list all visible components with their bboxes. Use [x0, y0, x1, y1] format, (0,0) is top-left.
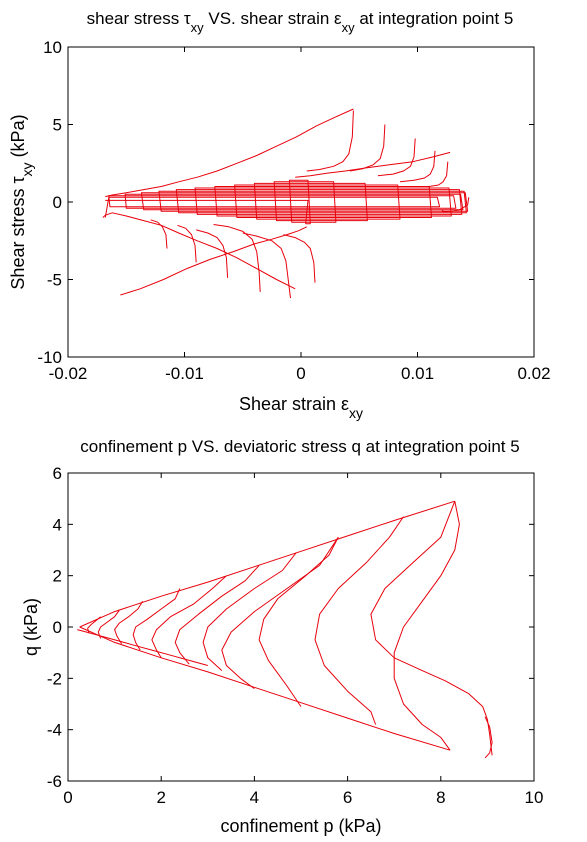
chart2-y-tick-label: -2: [47, 669, 62, 688]
chart-shear-stress-vs-strain: shear stress τxy VS. shear strain εxy at…: [8, 9, 551, 421]
chart2-series-line-1: [79, 626, 451, 751]
chart2-series-line-12: [114, 601, 144, 644]
chart2-series-line-10: [151, 575, 227, 659]
chart1-series-line-6: [306, 110, 354, 172]
chart1-y-tick-label: -5: [47, 271, 62, 290]
chart1-series-line-5: [242, 232, 291, 299]
chart2-plot-area: [67, 472, 535, 782]
chart1-x-tick-label: -0.01: [165, 364, 204, 383]
chart1-x-axis-label: Shear strain εxy: [239, 394, 363, 421]
chart2-y-axis-label: q (kPa): [21, 598, 41, 656]
chart1-series-line-12: [196, 229, 229, 278]
chart1-x-tick-label: 0.01: [401, 364, 434, 383]
chart2-y-tick-label: 6: [53, 464, 62, 483]
chart2-series-line-7: [221, 536, 339, 690]
chart2-series-line-6: [258, 536, 339, 707]
chart2-series-line-13: [97, 610, 120, 639]
chart1-series-line-14: [150, 219, 168, 249]
chart2-axes: 0 2 4 6 8 10 -6 -4 -2 0 2 4 6: [47, 464, 544, 807]
chart2-series-line-5: [314, 516, 404, 725]
chart1-plot-area: [67, 46, 535, 358]
chart1-series-line-16: [295, 151, 451, 178]
chart1-x-tick-label: 0: [296, 364, 305, 383]
chart2-series-line-9: [174, 565, 260, 665]
chart2-series-line-14: [87, 616, 101, 634]
chart1-y-axis-label: Shear stress τxy (kPa): [8, 114, 35, 289]
chart2-series-line-4: [484, 716, 493, 759]
chart2-title: confinement p VS. deviatoric stress q at…: [80, 437, 519, 456]
chart1-title: shear stress τxy VS. shear strain εxy at…: [87, 9, 514, 35]
chart1-series-line-11: [283, 234, 316, 283]
chart2-x-tick-label: 6: [343, 788, 352, 807]
chart2-y-tick-label: -4: [47, 721, 62, 740]
chart1-series-line-8: [377, 138, 416, 177]
chart2-x-tick-label: 4: [250, 788, 259, 807]
chart1-series-group: [102, 108, 470, 299]
chart2-x-tick-label: 10: [525, 788, 544, 807]
chart2-series-line-8: [202, 552, 297, 671]
chart1-y-tick-label: 10: [43, 38, 62, 57]
chart1-series-line-10: [429, 161, 449, 187]
chart1-y-tick-label: 5: [53, 116, 62, 135]
chart2-series-group: [77, 500, 493, 759]
chart2-y-tick-label: 0: [53, 618, 62, 637]
chart2-series-line-2: [393, 501, 460, 751]
chart2-x-tick-label: 2: [156, 788, 165, 807]
chart1-series-line-2: [102, 212, 296, 290]
chart2-series-line-15: [77, 629, 208, 666]
chart2-y-tick-label: -6: [47, 772, 62, 791]
chart1-series-line-15: [120, 226, 308, 296]
chart2-x-axis-label: confinement p (kPa): [220, 816, 381, 836]
chart1-series-line-1: [441, 197, 470, 213]
chart1-axes: -0.02 -0.01 0 0.01 0.02 -10 -5 0 5 10: [37, 38, 550, 383]
chart2-y-tick-label: 4: [53, 515, 62, 534]
chart1-series-line-0: [104, 179, 469, 225]
chart1-x-tick-label: 0.02: [517, 364, 550, 383]
chart2-series-line-0: [79, 500, 455, 628]
chart1-series-line-4: [213, 224, 261, 292]
chart1-series-line-9: [399, 150, 436, 183]
chart-confinement-vs-deviatoric: confinement p VS. deviatoric stress q at…: [21, 437, 543, 836]
chart1-y-tick-label: -10: [37, 348, 62, 367]
chart1-y-tick-label: 0: [53, 193, 62, 212]
chart2-x-tick-label: 8: [436, 788, 445, 807]
chart2-series-line-3: [370, 501, 493, 756]
chart1-series-line-13: [177, 224, 197, 263]
chart1-series-line-3: [105, 108, 354, 198]
chart2-x-tick-label: 0: [63, 788, 72, 807]
chart1-x-tick-label: -0.02: [49, 364, 88, 383]
chart2-series-line-11: [132, 588, 181, 651]
chart2-y-tick-label: 2: [53, 567, 62, 586]
